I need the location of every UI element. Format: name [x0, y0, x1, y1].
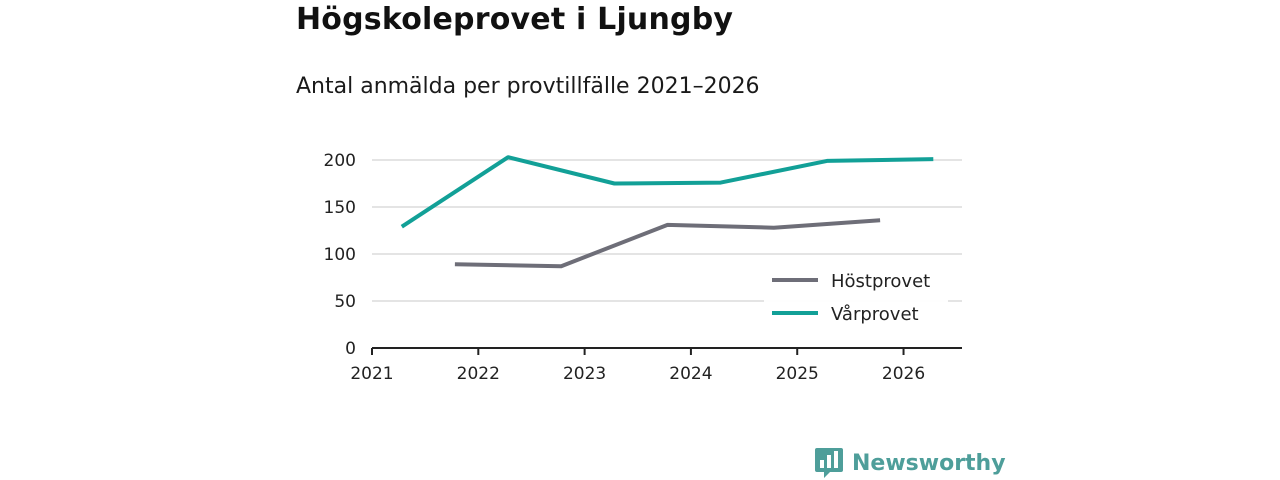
line-chart: 0 50 100 150 200 2021 2022 2023 2024 2025 2026 Hös… — [324, 151, 962, 384]
x-tick-label-2023: 2023 — [563, 364, 606, 384]
chart-subtitle: Antal anmälda per provtillfälle 2021–202… — [296, 74, 760, 99]
legend-background — [764, 262, 948, 336]
series-line-v-rprovet — [400, 155, 934, 229]
brand-name: Newsworthy — [852, 450, 1006, 476]
legend-label-h-stprovet: Höstprovet — [831, 271, 930, 292]
x-tick-label-2024: 2024 — [669, 364, 712, 384]
x-tick-label-2022: 2022 — [457, 364, 500, 384]
y-tick-label-200: 200 — [324, 151, 356, 171]
series-line-h-stprovet — [454, 218, 881, 269]
brand-logo: Newsworthy — [814, 446, 1006, 480]
chart-title: Högskoleprovet i Ljungby — [296, 2, 734, 37]
x-tick-label-2025: 2025 — [776, 364, 819, 384]
y-tick-label-50: 50 — [334, 292, 356, 312]
y-tick-label-0: 0 — [345, 339, 356, 359]
legend: Höstprovet Vårprovet — [764, 262, 948, 336]
series-lines — [400, 155, 934, 269]
x-tick-label-2026: 2026 — [882, 364, 925, 384]
legend-label-v-rprovet: Vårprovet — [831, 304, 919, 325]
y-tick-label-150: 150 — [324, 198, 356, 218]
x-tick-label-2021: 2021 — [350, 364, 393, 384]
y-tick-label-100: 100 — [324, 245, 356, 265]
axes: 0 50 100 150 200 2021 2022 2023 2024 2025 2026 — [324, 151, 962, 384]
newsworthy-logo-icon — [815, 448, 843, 478]
